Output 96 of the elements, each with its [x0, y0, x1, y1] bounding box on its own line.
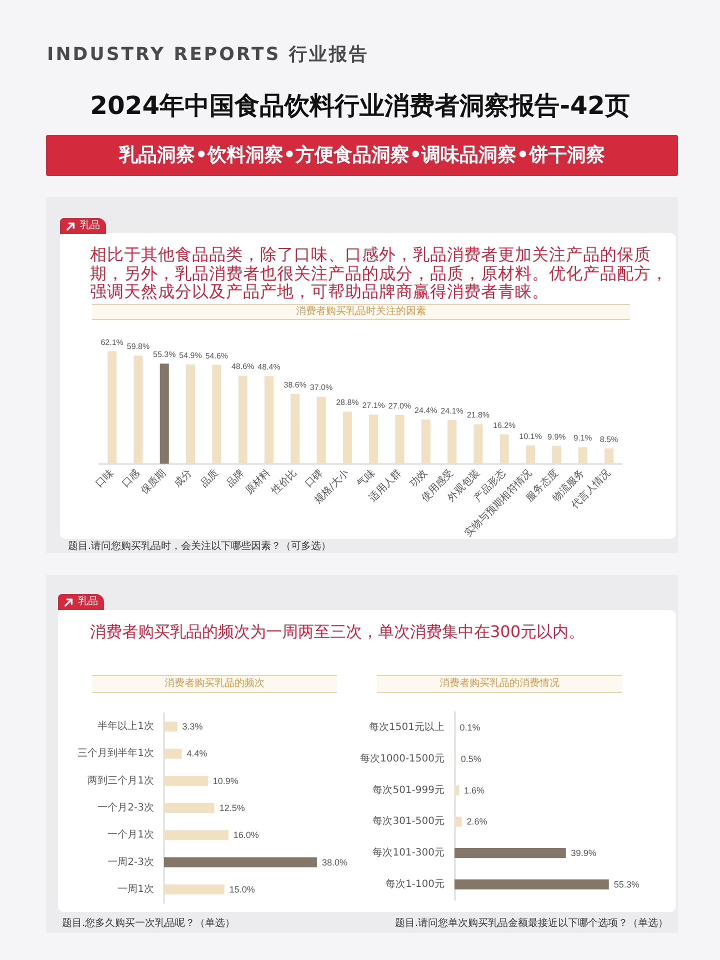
data-label: 2.6%: [466, 816, 488, 827]
data-label: 54.9%: [179, 350, 202, 360]
data-label: 28.8%: [336, 398, 359, 408]
text: INDUSTRY REPORTS 行业报告: [47, 43, 369, 66]
bar: [316, 396, 326, 464]
data-label: 12.5%: [219, 803, 245, 813]
y-tick-label: 每次101-300元: [372, 846, 445, 858]
bar: [164, 830, 228, 840]
y-tick-label: 半年以上1次: [98, 720, 154, 732]
text: 乳品: [78, 596, 98, 608]
bar: [212, 364, 222, 464]
bar: [164, 722, 178, 732]
data-label: 48.4%: [258, 362, 280, 372]
bar: [164, 884, 224, 894]
bar: [552, 446, 562, 464]
data-label: 4.4%: [186, 748, 208, 759]
data-label: 16.0%: [233, 830, 259, 840]
data-label: 38.0%: [322, 857, 348, 868]
text: 乳品: [80, 220, 100, 232]
bar: [448, 420, 457, 464]
bar: [108, 351, 117, 464]
data-label: 0.5%: [460, 754, 482, 764]
y-tick-label: 每次301-500元: [372, 815, 445, 828]
bar: [454, 879, 609, 890]
bar: [526, 445, 535, 464]
bar: [160, 364, 169, 464]
data-label: 62.1%: [100, 338, 124, 347]
bar: [395, 414, 404, 464]
data-label: 15.0%: [229, 884, 255, 894]
bar: [369, 414, 378, 464]
data-label: 8.5%: [600, 434, 618, 444]
chart-title: 消费者购买乳品时关注的因素: [296, 306, 426, 317]
bar: [290, 394, 300, 464]
x-tick-label: 品牌: [224, 467, 247, 490]
bar: [238, 376, 248, 464]
y-tick-label: 每次1501元以上: [369, 721, 445, 734]
data-label: 48.6%: [231, 362, 254, 372]
x-tick-label: 口味: [93, 467, 116, 490]
data-label: 27.0%: [388, 401, 412, 410]
bar: [164, 803, 214, 813]
text: 题目.请问您单次购买乳品金额最接近以下哪个选项？（单选）: [394, 916, 668, 930]
chart-title: 消费者购买乳品的频次: [164, 678, 264, 689]
y-tick-label: 一个月1次: [108, 828, 154, 841]
y-tick-label: 三个月到半年1次: [78, 747, 154, 760]
text: 相比于其他食品品类，除了口味、口感外，乳品消费者更加关注产品的保质期，另外，乳品消费者也很关注产品的成分，品质，原材料。优化产品配方，强调天然成分以及产品产地，可帮助品牌商赢得消费者青睐。: [90, 245, 669, 302]
data-label: 9.9%: [548, 432, 566, 442]
data-label: 55.3%: [153, 350, 176, 360]
data-label: 27.1%: [362, 401, 385, 410]
data-label: 38.6%: [284, 380, 306, 390]
y-tick-label: 每次501-999元: [372, 784, 445, 796]
bar: [134, 355, 143, 464]
bar: [342, 412, 352, 464]
data-label: 21.8%: [466, 410, 490, 420]
text: 2024年中国食品饮料行业消费者洞察报告-42页: [89, 90, 631, 122]
bar: [454, 785, 459, 796]
bar: [454, 848, 566, 858]
bar: [186, 364, 196, 464]
data-label: 59.8%: [126, 342, 150, 351]
x-tick-label: 品质: [198, 467, 221, 490]
x-tick-label: 气味: [354, 467, 378, 490]
data-label: 39.9%: [570, 848, 596, 858]
bar: [474, 424, 483, 464]
chart-title: 消费者购买乳品的消费情况: [440, 678, 560, 689]
bar: [164, 748, 182, 759]
data-label: 54.6%: [205, 351, 228, 360]
data-label: 0.1%: [460, 722, 480, 733]
y-tick-label: 每次1000-1500元: [360, 752, 445, 764]
bar: [164, 776, 208, 786]
text: 题目.您多久购买一次乳品呢？（单选）: [62, 916, 236, 930]
y-tick-label: 一周1次: [118, 884, 154, 895]
data-label: 24.4%: [414, 406, 438, 416]
data-label: 9.1%: [574, 434, 592, 443]
bar: [454, 816, 462, 827]
text: 题目.请问您购买乳品时，会关注以下哪些因素？（可多选）: [68, 540, 332, 553]
bar: [421, 420, 430, 464]
data-label: 24.1%: [440, 406, 464, 416]
bar: [500, 434, 509, 464]
x-tick-label: 性价比: [268, 467, 300, 498]
x-tick-label: 成分: [172, 467, 194, 490]
y-tick-label: 两到三个月1次: [88, 774, 154, 786]
data-label: 1.6%: [464, 785, 484, 796]
bar: [164, 857, 317, 868]
bar: [264, 376, 274, 464]
data-label: 55.3%: [614, 879, 640, 890]
text: 乳品洞察•饮料洞察•方便食品洞察•调味品洞察•饼干洞察: [46, 135, 678, 176]
y-tick-label: 每次1-100元: [385, 878, 445, 890]
data-label: 16.2%: [492, 420, 516, 430]
y-tick-label: 一个月2-3次: [98, 802, 154, 814]
data-label: 3.3%: [182, 722, 203, 732]
text: 消费者购买乳品的频次为一周两至三次，单次消费集中在300元以内。: [90, 622, 585, 643]
bar: [604, 448, 614, 464]
bar: [578, 447, 588, 464]
data-label: 10.1%: [519, 432, 542, 441]
data-label: 10.9%: [212, 776, 238, 786]
y-tick-label: 一周2-3次: [108, 856, 154, 868]
data-label: 37.0%: [310, 383, 333, 392]
